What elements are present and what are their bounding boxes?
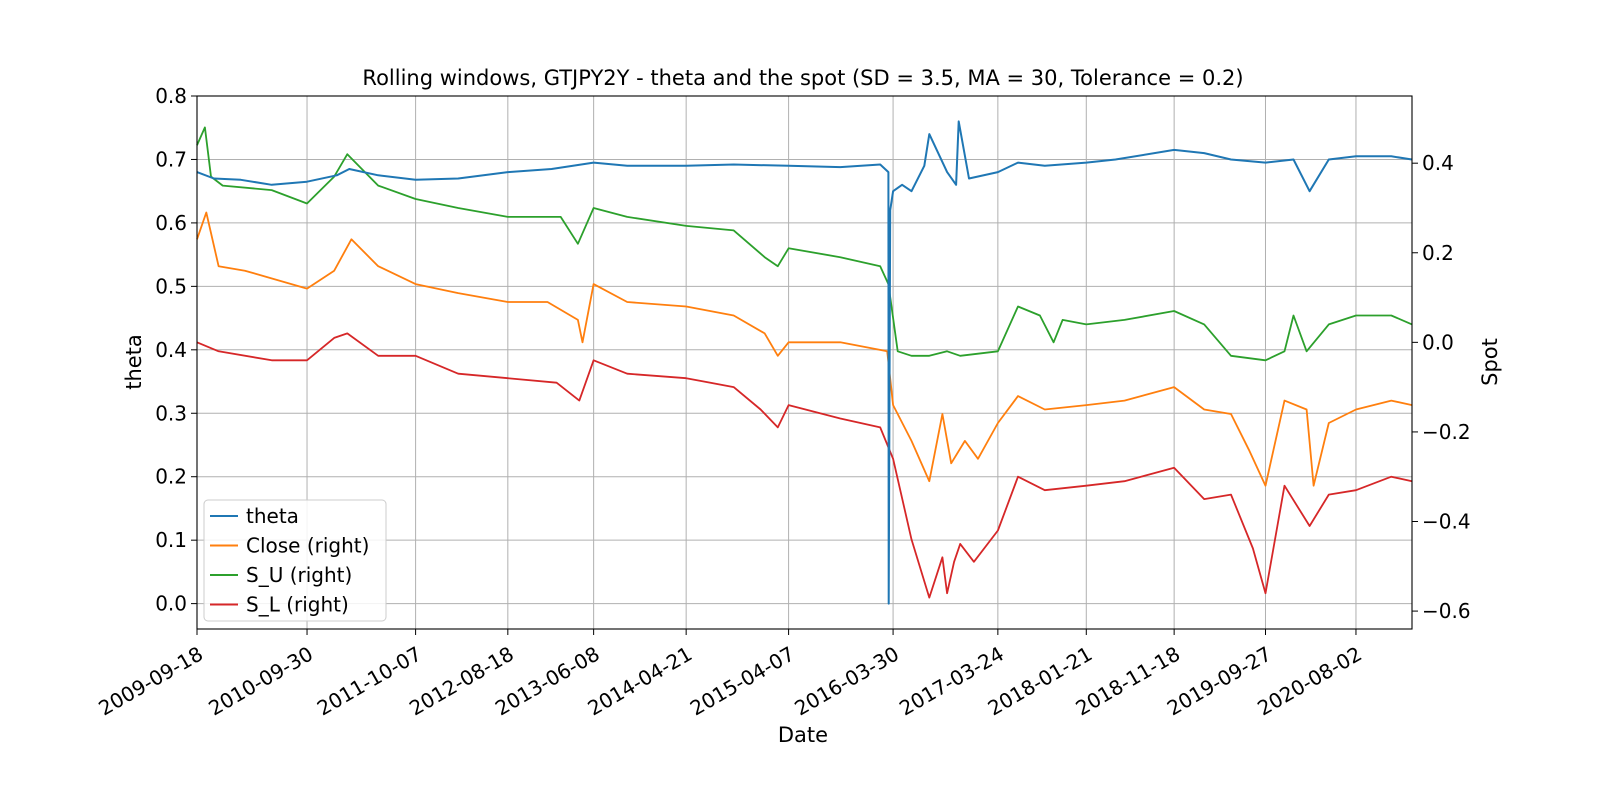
series-line-close [196,211,1413,487]
y-right-tick-label: −0.2 [1422,420,1471,444]
y-right-tick-label: −0.6 [1422,599,1471,623]
x-tick-label: 2009-09-18 [94,642,207,721]
x-tick-label: 2016-03-30 [790,642,903,721]
y-right-tick-label: 0.0 [1422,330,1454,354]
y-tick-label: 0.6 [155,211,187,235]
y-tick-label: 0.4 [155,338,187,362]
y-tick-label: 0.1 [155,528,187,552]
chart-title: Rolling windows, GTJPY2Y - theta and the… [362,66,1243,90]
legend-label: S_L (right) [246,593,349,617]
y-axis-left-label: theta [122,334,146,390]
y-right-tick-label: 0.4 [1422,151,1454,175]
x-tick-label: 2014-04-21 [583,642,696,721]
y-right-tick-label: −0.4 [1422,510,1471,534]
series-line-s-u [196,126,1413,362]
legend-label: Close (right) [246,534,369,558]
y-axis-right: −0.6 −0.4 −0.2 0.0 0.2 0.4 [1412,151,1471,623]
x-axis: 2009-09-182010-09-302011-10-072012-08-18… [94,629,1366,720]
legend: theta Close (right) S_U (right) S_L (right) [203,499,387,622]
x-tick-label: 2010-09-30 [204,642,317,721]
y-tick-label: 0.3 [155,401,187,425]
y-right-tick-label: 0.2 [1422,241,1454,265]
y-tick-label: 0.2 [155,465,187,489]
x-tick-label: 2011-10-07 [313,642,426,721]
legend-label: theta [246,504,299,528]
series-group [196,120,1413,605]
y-tick-label: 0.0 [155,592,187,616]
plot-frame [196,95,1413,630]
x-axis-label: Date [778,723,828,747]
y-tick-label: 0.7 [155,147,187,171]
legend-label: S_U (right) [246,563,352,587]
x-tick-label: 2015-04-07 [686,642,799,721]
y-axis-left: 0.0 0.1 0.2 0.3 0.4 0.5 0.6 0.7 0.8 [155,84,197,616]
series-line-theta [196,120,1413,605]
legend-box [203,499,387,622]
y-tick-label: 0.5 [155,274,187,298]
series-line-s-l [196,332,1413,599]
y-axis-right-label: Spot [1478,338,1502,386]
y-tick-label: 0.8 [155,84,187,108]
